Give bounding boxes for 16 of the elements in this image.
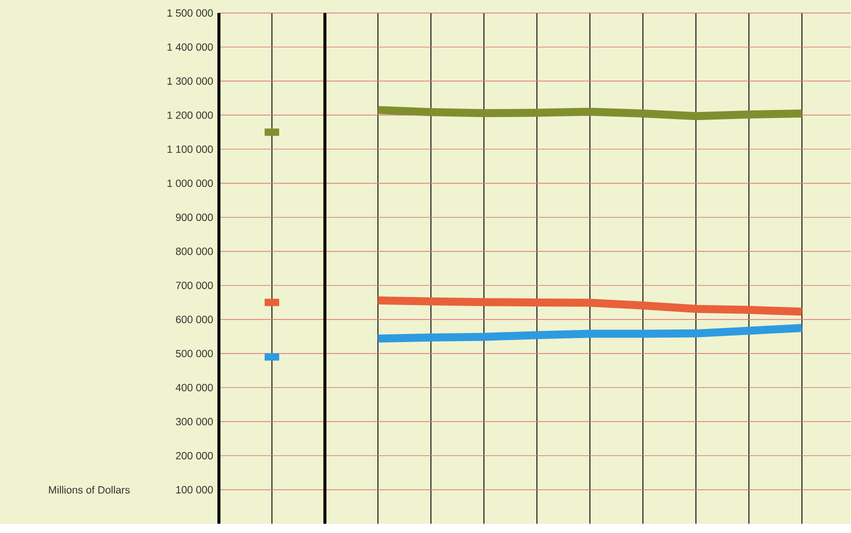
y-tick-label: 200 000: [176, 452, 213, 460]
y-tick-label: 800 000: [176, 248, 213, 256]
y-tick-label: 1 500 000: [168, 9, 213, 17]
y-tick-label: 300 000: [176, 418, 213, 426]
y-tick-label: 700 000: [176, 282, 213, 290]
y-tick-label: 1 000 000: [168, 180, 213, 188]
y-tick-label: 400 000: [176, 384, 213, 392]
y-tick-label: 1 300 000: [168, 78, 213, 85]
y-tick-label: 900 000: [176, 214, 213, 222]
y-tick-label: 100 000: [176, 486, 213, 494]
y-tick-label: 1 100 000: [168, 146, 213, 154]
y-tick-label: 500 000: [176, 350, 213, 358]
text: Millions of Dollars: [49, 486, 130, 494]
y-tick-label: 600 000: [176, 316, 213, 324]
y-tick-label: 1 400 000: [168, 43, 213, 51]
y-tick-label: 1 200 000: [168, 112, 213, 119]
